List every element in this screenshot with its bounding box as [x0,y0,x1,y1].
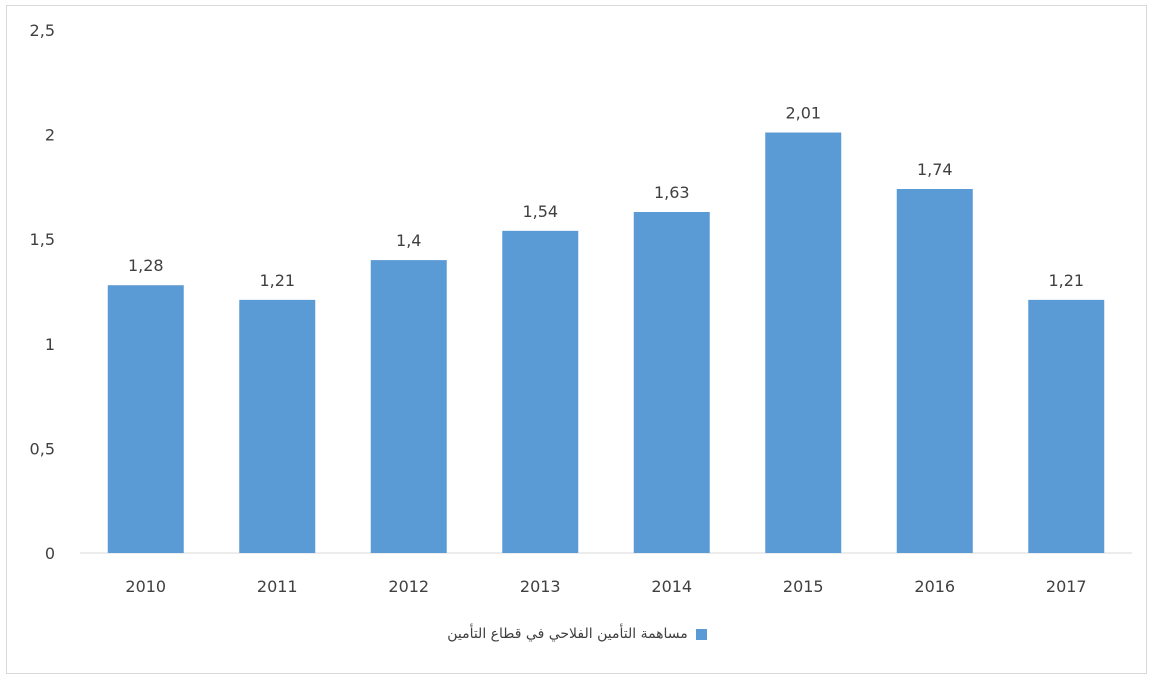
data-label-2010: 1,28 [128,256,164,275]
data-label-2012: 1,4 [396,231,421,250]
bar-2014 [633,212,710,553]
data-label-2016: 1,74 [917,160,953,179]
x-tick-label: 2015 [783,577,824,596]
x-tick-label: 2012 [388,577,429,596]
y-tick-label: 2 [45,126,55,145]
x-tick-label: 2014 [651,577,692,596]
y-tick-label: 1,5 [30,230,55,249]
x-tick-label: 2016 [914,577,955,596]
x-tick-label: 2010 [125,577,166,596]
x-tick-label: 2013 [520,577,561,596]
y-axis-ticks: 0 0,5 1 1,5 2 2,5 [30,21,55,563]
data-label-2014: 1,63 [654,183,690,202]
data-label-2015: 2,01 [785,104,821,123]
y-tick-label: 0 [45,544,55,563]
x-tick-label: 2017 [1046,577,1087,596]
y-tick-label: 0,5 [30,439,55,458]
bar-2010 [107,285,184,553]
bar-2016 [896,188,973,553]
bar-2015 [765,132,842,553]
data-label-2013: 1,54 [522,202,558,221]
bar-2017 [1028,299,1105,553]
y-tick-label: 2,5 [30,21,55,40]
legend-label: مساهمة التأمين الفلاحي في قطاع التأمين [447,626,688,642]
bar-2013 [502,230,579,553]
legend: مساهمة التأمين الفلاحي في قطاع التأمين [0,626,1154,642]
data-label-2011: 1,21 [259,271,295,290]
bars [107,132,1105,553]
data-label-2017: 1,21 [1048,271,1084,290]
data-labels: 1,28 1,21 1,4 1,54 1,63 2,01 1,74 1,21 [128,104,1084,290]
bar-2012 [370,260,447,553]
x-axis-ticks: 2010 2011 2012 2013 2014 2015 2016 2017 [125,577,1086,596]
legend-swatch [695,628,707,640]
y-tick-label: 1 [45,335,55,354]
bar-2011 [239,299,316,553]
x-tick-label: 2011 [257,577,298,596]
